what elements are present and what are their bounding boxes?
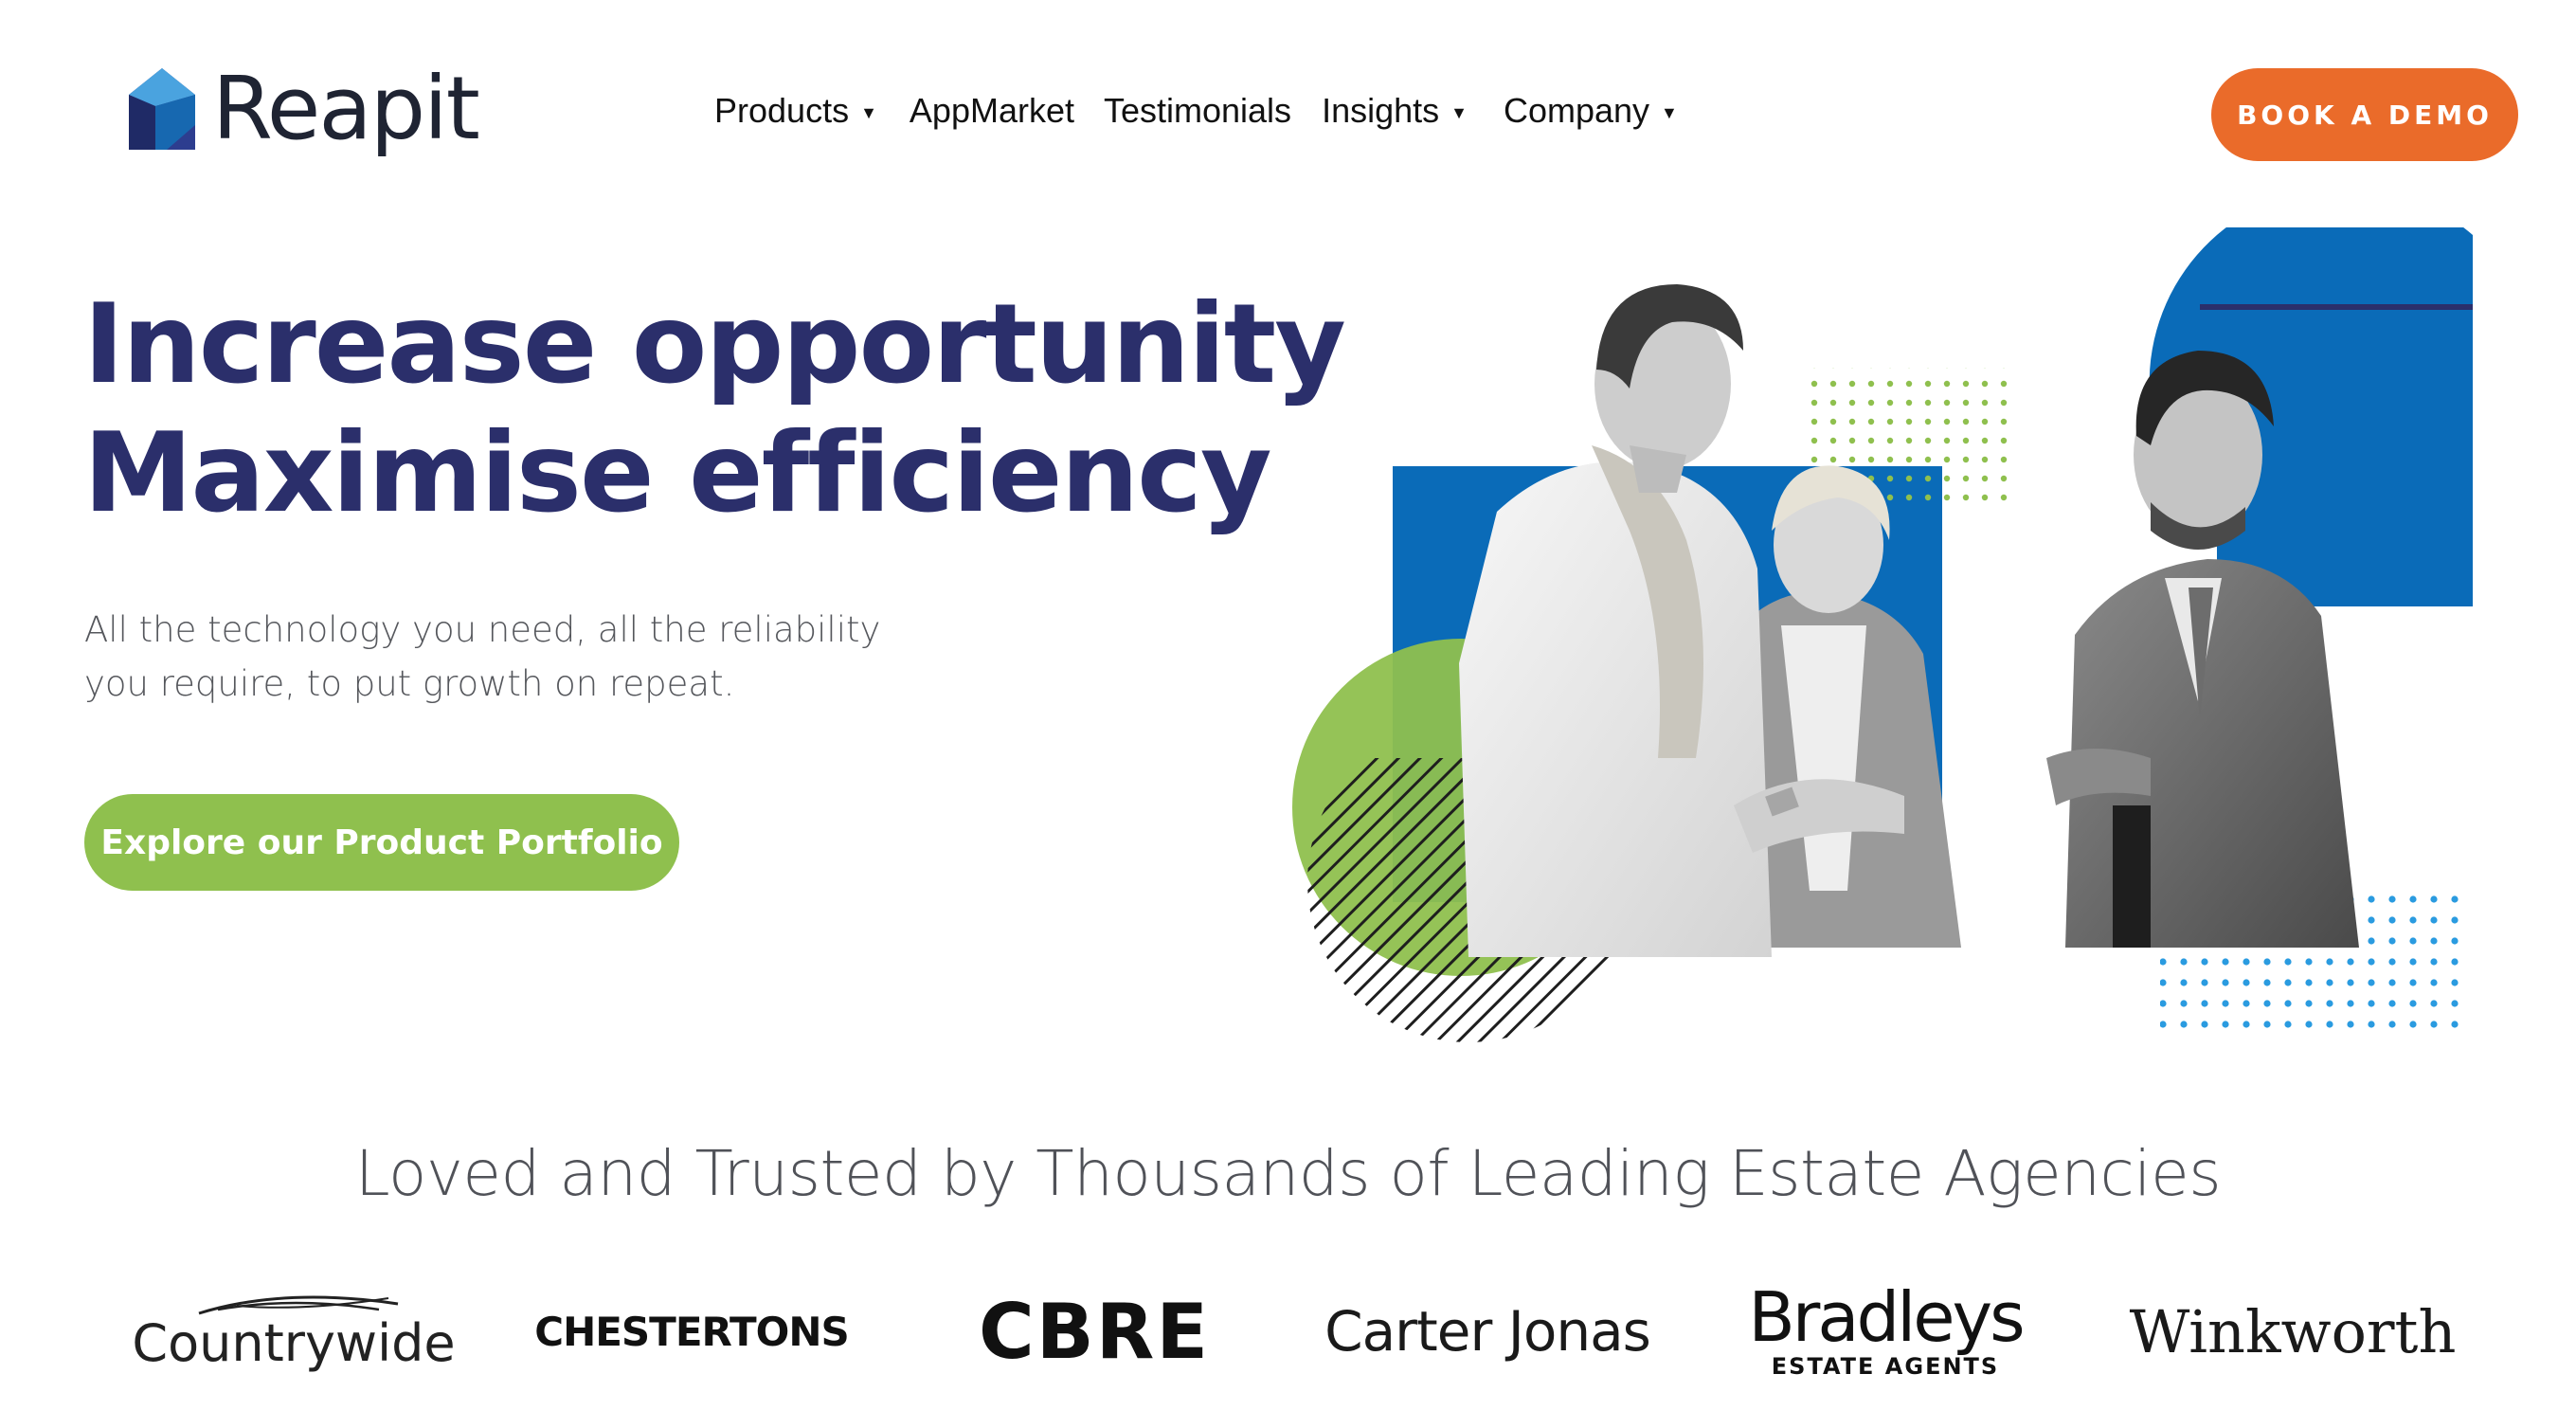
book-demo-button[interactable]: BOOK A DEMO: [2211, 68, 2518, 161]
nav-insights-label: Insights: [1322, 91, 1440, 130]
countrywide-logo: Countrywide: [123, 1260, 464, 1402]
hero-title: Increase opportunity Maximise efficiency: [83, 280, 1346, 538]
hero-subtitle-line-2: you require, to put growth on repeat.: [84, 663, 735, 704]
agency-logos: Countrywide CHESTERTONS CBRE Carter Jona…: [123, 1260, 2463, 1402]
people-illustration: [1459, 284, 2359, 957]
chestertons-wordmark: CHESTERTONS: [534, 1308, 849, 1355]
hero-title-line-1: Increase opportunity: [83, 280, 1346, 408]
nav-appmarket-label: AppMarket: [909, 91, 1074, 130]
countrywide-swoosh-icon: [198, 1294, 399, 1314]
logo-wordmark: Reapit: [212, 58, 480, 159]
nav-company[interactable]: Company ▼: [1504, 91, 1678, 131]
carter-jonas-wordmark: Carter Jonas: [1324, 1299, 1651, 1364]
main-nav: Products ▼ AppMarket Testimonials Insigh…: [714, 87, 1678, 135]
hero-image: [1292, 227, 2473, 1042]
carter-jonas-logo: Carter Jonas: [1307, 1260, 1667, 1402]
chestertons-logo: CHESTERTONS: [521, 1260, 862, 1402]
nav-insights[interactable]: Insights ▼: [1322, 91, 1468, 131]
house-logo-icon: [129, 68, 195, 150]
hero-title-line-2: Maximise efficiency: [83, 409, 1272, 537]
caret-down-icon: ▼: [1450, 102, 1468, 122]
bradleys-wordmark: Bradleys: [1748, 1277, 2025, 1357]
countrywide-wordmark: Countrywide: [132, 1312, 456, 1373]
hero-subtitle-line-1: All the technology you need, all the rel…: [84, 609, 881, 650]
trust-heading: Loved and Trusted by Thousands of Leadin…: [354, 1137, 2222, 1210]
nav-testimonials[interactable]: Testimonials: [1104, 91, 1291, 131]
winkworth-logo: Winkworth: [2113, 1260, 2473, 1402]
explore-portfolio-button[interactable]: Explore our Product Portfolio: [84, 794, 679, 891]
caret-down-icon: ▼: [1661, 102, 1678, 122]
nav-testimonials-label: Testimonials: [1103, 91, 1292, 130]
bradleys-tagline: ESTATE AGENTS: [1771, 1353, 2000, 1380]
nav-appmarket[interactable]: AppMarket: [910, 91, 1074, 131]
caret-down-icon: ▼: [860, 102, 877, 122]
nav-products[interactable]: Products ▼: [714, 91, 877, 131]
reapit-logo[interactable]: Reapit: [129, 57, 480, 161]
hero-subtitle: All the technology you need, all the rel…: [84, 603, 937, 711]
winkworth-wordmark: Winkworth: [2129, 1296, 2457, 1366]
nav-company-label: Company: [1503, 91, 1650, 130]
nav-products-label: Products: [714, 91, 850, 130]
cbre-logo: CBRE: [957, 1260, 1232, 1402]
cbre-wordmark: CBRE: [979, 1287, 1210, 1376]
bradleys-logo: Bradleys ESTATE AGENTS: [1734, 1260, 2037, 1402]
